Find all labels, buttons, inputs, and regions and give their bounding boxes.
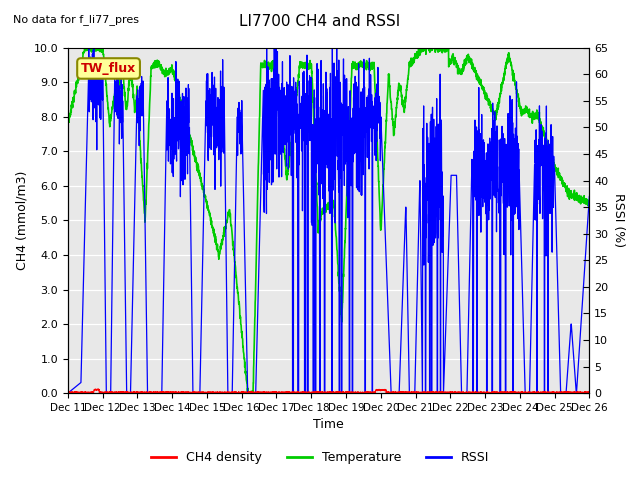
Text: LI7700 CH4 and RSSI: LI7700 CH4 and RSSI [239, 14, 401, 29]
X-axis label: Time: Time [313, 419, 344, 432]
Legend: CH4 density, Temperature, RSSI: CH4 density, Temperature, RSSI [146, 446, 494, 469]
Text: No data for f_li77_pres: No data for f_li77_pres [13, 14, 139, 25]
Text: TW_flux: TW_flux [81, 62, 136, 75]
Y-axis label: CH4 (mmol/m3): CH4 (mmol/m3) [15, 171, 28, 270]
Y-axis label: RSSI (%): RSSI (%) [612, 193, 625, 248]
